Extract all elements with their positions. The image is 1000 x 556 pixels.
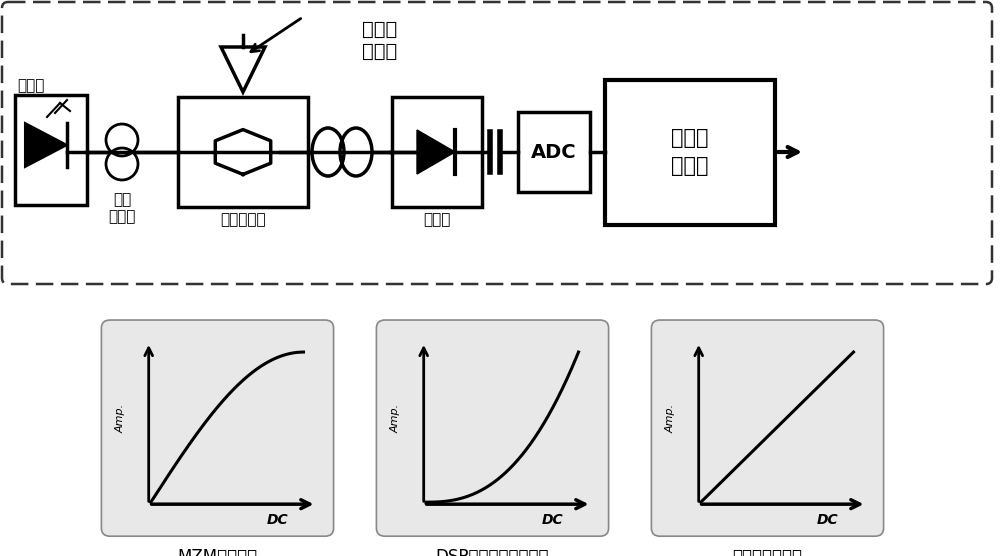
Text: Amp.: Amp.	[391, 404, 401, 433]
Text: 直流偏
置模块: 直流偏 置模块	[362, 20, 397, 61]
Text: Amp.: Amp.	[666, 404, 676, 433]
Text: 激光器: 激光器	[17, 78, 44, 93]
Bar	[605, 80, 775, 225]
Text: 偏置
控制器: 偏置 控制器	[108, 192, 136, 225]
Text: 强度调制器: 强度调制器	[220, 212, 266, 227]
Text: DC: DC	[542, 513, 564, 527]
Text: DC: DC	[817, 513, 839, 527]
FancyBboxPatch shape	[376, 320, 609, 536]
Bar	[518, 112, 590, 192]
Text: 补偿后传递曲线: 补偿后传递曲线	[732, 548, 802, 556]
Polygon shape	[417, 130, 455, 174]
FancyBboxPatch shape	[651, 320, 884, 536]
Text: DSP补偿函数传递曲线: DSP补偿函数传递曲线	[436, 548, 549, 556]
Text: MZM传递曲线: MZM传递曲线	[177, 548, 258, 556]
Text: Amp.: Amp.	[116, 404, 126, 433]
Text: ADC: ADC	[531, 142, 577, 161]
Text: 探测器: 探测器	[423, 212, 451, 227]
Bar	[15, 95, 87, 205]
Bar	[178, 97, 308, 207]
Text: DC: DC	[267, 513, 289, 527]
Polygon shape	[25, 123, 67, 167]
FancyBboxPatch shape	[101, 320, 334, 536]
Bar	[392, 97, 482, 207]
Text: 数字信
号处理: 数字信 号处理	[671, 128, 709, 176]
